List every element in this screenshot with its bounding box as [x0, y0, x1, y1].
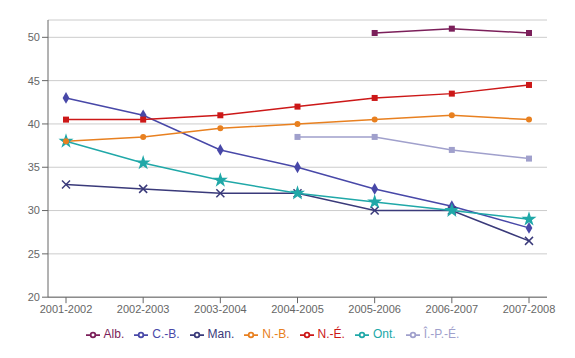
html-text:Man.: Man. [207, 327, 235, 342]
svg-text:30: 30 [28, 204, 40, 216]
html-text:Ont.: Ont. [373, 327, 396, 342]
svg-text:2004-2005: 2004-2005 [271, 303, 324, 315]
svg-text:45: 45 [28, 75, 40, 87]
svg-text:2001-2002: 2001-2002 [40, 303, 93, 315]
svg-text:20: 20 [28, 291, 40, 303]
svg-text:50: 50 [28, 31, 40, 43]
html-text:C.-B.: C.-B. [152, 327, 180, 342]
svg-text:25: 25 [28, 248, 40, 260]
html-text:Alb.: Alb. [103, 327, 125, 342]
svg-text:2002-2003: 2002-2003 [117, 303, 170, 315]
svg-text:2007-2008: 2007-2008 [503, 303, 556, 315]
svg-text:2005-2006: 2005-2006 [348, 303, 401, 315]
svg-text:2006-2007: 2006-2007 [426, 303, 479, 315]
html-text:N.-É.: N.-É. [317, 327, 345, 342]
html-text:Î.-P.-É.: Î.-P.-É. [423, 327, 460, 342]
svg-text:40: 40 [28, 118, 40, 130]
svg-text:35: 35 [28, 161, 40, 173]
html-text:N.-B.: N.-B. [262, 327, 290, 342]
svg-text:2003-2004: 2003-2004 [194, 303, 247, 315]
